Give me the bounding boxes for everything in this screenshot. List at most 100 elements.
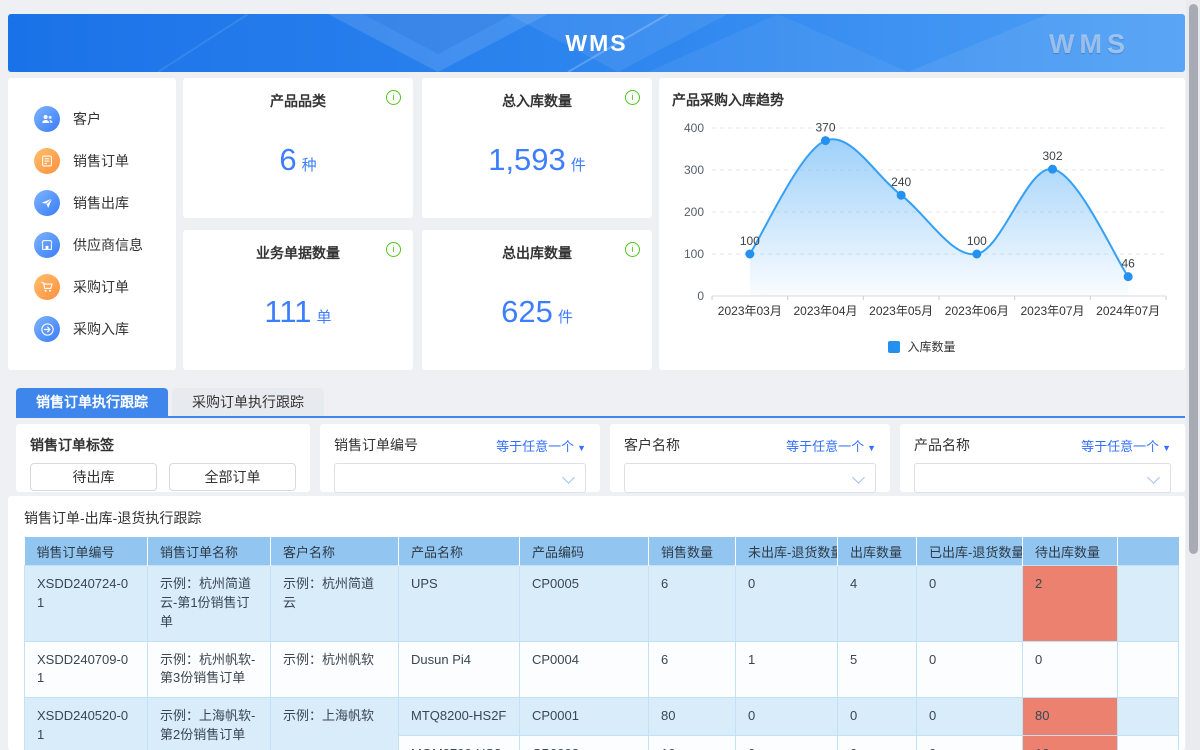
- sidebar-item-purchase-inbound[interactable]: 采购入库: [8, 308, 176, 350]
- info-icon[interactable]: i: [625, 242, 640, 257]
- spacer-cell: [1117, 697, 1179, 737]
- filter-operator-label: 等于任意一个: [1081, 438, 1160, 454]
- product-name-cell: UPS: [398, 565, 520, 642]
- sales-outbound-icon: [34, 190, 60, 216]
- spacer-cell: [1117, 640, 1179, 699]
- filter-operator-dropdown[interactable]: 等于任意一个 ▼: [786, 436, 876, 455]
- filter-select-input[interactable]: [624, 463, 876, 493]
- product-name-cell: MQM8790-HS2R: [398, 735, 520, 750]
- tag-filter-buttons: 待出库 全部订单: [30, 463, 296, 491]
- stat-title: 产品品类: [270, 93, 326, 109]
- quick-nav-panel: 客户销售订单销售出库供应商信息采购订单采购入库: [8, 78, 176, 370]
- filter-label: 销售订单编号: [334, 437, 418, 453]
- stat-card-0: 产品品类 i 6 种: [183, 78, 413, 218]
- filter-select-input[interactable]: [334, 463, 586, 493]
- outbound-returned-cell: 0: [916, 735, 1023, 750]
- legend-swatch-icon: [888, 340, 901, 353]
- outbound-returned-cell: 0: [916, 640, 1023, 699]
- sidebar-item-label: 采购入库: [73, 321, 129, 337]
- svg-text:200: 200: [684, 205, 704, 219]
- app-title-watermark: WMS: [1049, 29, 1130, 59]
- tag-filter-button[interactable]: 待出库: [30, 463, 157, 491]
- sidebar-item-sales-outbound[interactable]: 销售出库: [8, 182, 176, 224]
- svg-text:2023年07月: 2023年07月: [1020, 304, 1084, 318]
- column-header: 产品编码: [519, 537, 649, 566]
- filter-card-2: 产品名称 等于任意一个 ▼: [900, 424, 1185, 493]
- table-row[interactable]: XSDD240520-01 示例：上海帆软-第2份销售订单 示例：上海帆软 MTQ82…: [24, 697, 1179, 750]
- banner-decoration: [157, 14, 1185, 72]
- product-code-cell: CP0002: [519, 735, 649, 750]
- sidebar-item-customers[interactable]: 客户: [8, 98, 176, 140]
- outbound-qty-cell: 0: [837, 735, 917, 750]
- svg-text:46: 46: [1121, 257, 1135, 271]
- legend-label: 入库数量: [907, 340, 956, 354]
- svg-text:100: 100: [740, 234, 760, 248]
- spacer-cell: [1117, 565, 1179, 642]
- info-icon[interactable]: i: [625, 90, 640, 105]
- sales-order-icon: [34, 148, 60, 174]
- filter-operator-dropdown[interactable]: 等于任意一个 ▼: [496, 436, 586, 455]
- filter-operator-label: 等于任意一个: [786, 438, 865, 454]
- filter-order-tag: 销售订单标签 待出库 全部订单: [16, 424, 310, 492]
- table-row[interactable]: MQM8790-HS2RCP00021000010: [25, 735, 1179, 750]
- filter-select-input[interactable]: [914, 463, 1171, 493]
- chart-legend-item[interactable]: 入库数量: [672, 338, 1172, 355]
- table-row[interactable]: XSDD240709-01 示例：杭州帆软-第3份销售订单 示例：杭州帆软 Dusun…: [24, 640, 1179, 699]
- stat-title: 业务单据数量: [256, 245, 340, 261]
- sidebar-item-label: 采购订单: [73, 279, 129, 295]
- sidebar-item-sales-order[interactable]: 销售订单: [8, 140, 176, 182]
- info-icon[interactable]: i: [386, 90, 401, 105]
- tab-purchase-order-tracking[interactable]: 采购订单执行跟踪: [172, 388, 324, 416]
- pending-outbound-cell: 80: [1022, 697, 1118, 737]
- filter-operator-label: 等于任意一个: [496, 438, 575, 454]
- outbound-qty-cell: 0: [837, 697, 917, 737]
- product-code-cell: CP0005: [519, 565, 649, 642]
- sidebar-item-label: 销售出库: [73, 195, 129, 211]
- sidebar-item-supplier[interactable]: 供应商信息: [8, 224, 176, 266]
- stat-number: 111: [264, 294, 312, 329]
- order-no-cell: XSDD240709-01: [24, 640, 148, 699]
- stat-card-2: 业务单据数量 i 111 单: [183, 230, 413, 370]
- filter-operator-dropdown[interactable]: 等于任意一个 ▼: [1081, 436, 1171, 455]
- filter-label: 产品名称: [914, 437, 970, 453]
- column-header: 客户名称: [270, 537, 399, 566]
- stat-unit: 单: [316, 309, 332, 326]
- svg-text:2023年03月: 2023年03月: [718, 304, 782, 318]
- stat-unit: 件: [570, 157, 586, 174]
- stat-value: 1,593 件: [422, 142, 652, 178]
- stat-unit: 件: [557, 309, 573, 326]
- stat-value: 625 件: [422, 294, 652, 330]
- product-name-cell: Dusun Pi4: [398, 640, 520, 699]
- table-row[interactable]: XSDD240724-01 示例：杭州简道云-第1份销售订单 示例：杭州简道云 UPS…: [24, 565, 1179, 642]
- svg-text:100: 100: [967, 234, 987, 248]
- order-no-cell: XSDD240724-01: [24, 565, 148, 642]
- page-scrollbar[interactable]: [1186, 0, 1200, 750]
- filter-card-0: 销售订单编号 等于任意一个 ▼: [320, 424, 600, 493]
- tab-underline: [16, 416, 1185, 418]
- chevron-down-icon: [1147, 471, 1160, 484]
- column-header: 销售数量: [648, 537, 736, 566]
- tab-sales-order-tracking[interactable]: 销售订单执行跟踪: [16, 388, 168, 416]
- chart-title: 产品采购入库趋势: [672, 92, 784, 108]
- filter-bar: 销售订单标签 待出库 全部订单 销售订单编号 等于任意一个 ▼ 客户名称 等于任意一个 ▼ 产…: [16, 424, 1185, 493]
- svg-text:2023年06月: 2023年06月: [945, 304, 1009, 318]
- order-name-cell: 示例：杭州简道云-第1份销售订单: [147, 565, 271, 642]
- sidebar-item-purchase-cart[interactable]: 采购订单: [8, 266, 176, 308]
- customer-cell: 示例：杭州简道云: [270, 565, 399, 642]
- scrollbar-thumb[interactable]: [1189, 4, 1198, 554]
- stat-number: 1,593: [488, 142, 566, 177]
- purchase-inbound-icon: [34, 316, 60, 342]
- info-icon[interactable]: i: [386, 242, 401, 257]
- outbound-qty-cell: 4: [837, 565, 917, 642]
- column-header: 销售订单编号: [24, 537, 148, 566]
- column-header: 已出库-退货数量: [916, 537, 1023, 566]
- triangle-down-icon: ▼: [1162, 442, 1171, 453]
- tag-filter-button[interactable]: 全部订单: [169, 463, 296, 491]
- order-name-cell: 示例：杭州帆软-第3份销售订单: [147, 640, 271, 699]
- product-name-cell: MTQ8200-HS2F: [398, 697, 520, 737]
- sales-qty-cell: 6: [648, 640, 736, 699]
- not-outbound-returned-cell: 0: [735, 565, 838, 642]
- sidebar-item-label: 销售订单: [73, 153, 129, 169]
- outbound-returned-cell: 0: [916, 697, 1023, 737]
